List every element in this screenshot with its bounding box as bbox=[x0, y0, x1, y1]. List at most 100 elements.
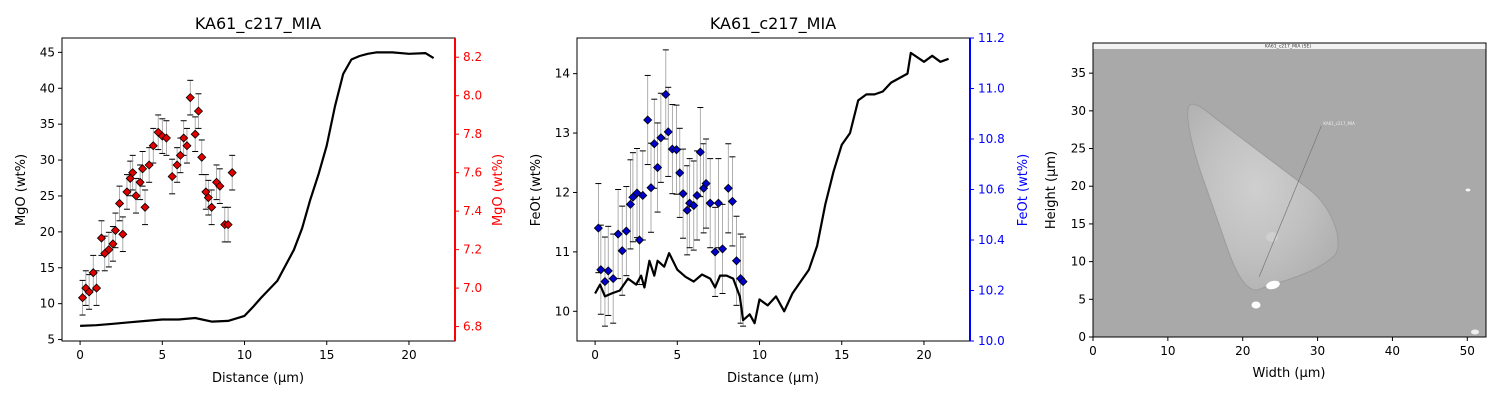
x-tick-label: 5 bbox=[673, 348, 681, 362]
plot-frame bbox=[61, 37, 456, 342]
data-point bbox=[135, 177, 145, 187]
y-tick-label: 10 bbox=[1071, 255, 1086, 269]
data-point bbox=[77, 293, 88, 303]
x-axis-label: Width (µm) bbox=[1253, 366, 1326, 381]
x-tick-label: 10 bbox=[1160, 344, 1175, 358]
data-point bbox=[678, 189, 688, 199]
x-axis-label: Distance (µm) bbox=[212, 371, 304, 386]
data-point bbox=[701, 178, 711, 189]
data-point bbox=[675, 168, 685, 178]
y-tick-label: 10 bbox=[40, 297, 55, 311]
data-point bbox=[649, 139, 659, 149]
y-tick-label: 30 bbox=[1071, 104, 1086, 118]
bright-spot bbox=[1251, 301, 1261, 309]
data-point bbox=[727, 196, 737, 206]
data-point bbox=[593, 223, 603, 233]
x-tick-label: 15 bbox=[834, 348, 849, 362]
y-right-tick-label: 10.4 bbox=[978, 233, 1005, 247]
data-point bbox=[125, 173, 135, 184]
melt-inclusion-shape bbox=[1187, 103, 1339, 291]
data-point bbox=[661, 89, 671, 100]
data-point bbox=[179, 133, 189, 143]
data-point bbox=[84, 287, 94, 297]
y-tick-label: 15 bbox=[40, 261, 55, 275]
x-tick-label: 20 bbox=[401, 348, 416, 362]
data-point bbox=[190, 129, 200, 139]
panel-sem-image: KA61_c217_MIA (SE) KA61_c217_MIA 0 10 20 30… bbox=[1044, 42, 1487, 381]
sem-image: KA61_c217_MIA (SE) KA61_c217_MIA bbox=[1093, 43, 1486, 337]
y-tick-label: 20 bbox=[1071, 179, 1086, 193]
y-tick-label: 20 bbox=[40, 225, 55, 239]
data-point bbox=[172, 160, 182, 170]
x-tick-label: 15 bbox=[319, 348, 334, 362]
y-right-tick-label: 8.0 bbox=[463, 89, 482, 103]
y-right-tick-label: 7.6 bbox=[463, 166, 482, 180]
data-point bbox=[193, 106, 204, 116]
data-point bbox=[634, 235, 645, 245]
data-point bbox=[131, 191, 141, 201]
y-tick-label: 13 bbox=[555, 126, 570, 140]
y-tick-label: 25 bbox=[40, 189, 55, 203]
data-point bbox=[175, 150, 185, 160]
y-tick-label: 10 bbox=[555, 304, 570, 318]
y-tick-label: 15 bbox=[1071, 217, 1086, 231]
plot-frame bbox=[576, 37, 971, 342]
y-tick-label: 40 bbox=[40, 81, 55, 95]
data-point bbox=[692, 190, 702, 201]
data-point bbox=[108, 239, 118, 249]
data-point bbox=[144, 160, 154, 170]
data-point bbox=[625, 199, 636, 209]
grain-shadow bbox=[1266, 232, 1278, 242]
data-point bbox=[608, 274, 618, 284]
x-tick-label: 50 bbox=[1460, 344, 1475, 358]
data-point bbox=[682, 205, 692, 215]
data-point bbox=[104, 245, 114, 255]
data-point bbox=[613, 229, 623, 239]
data-point bbox=[603, 266, 613, 276]
x-axis-label: Distance (µm) bbox=[727, 371, 819, 386]
y-axis-label-right: FeOt (wt%) bbox=[1016, 154, 1031, 226]
data-point bbox=[122, 187, 132, 197]
data-point bbox=[663, 127, 673, 137]
y-axis-label: MgO (wt%) bbox=[14, 154, 29, 226]
y-tick-label: 35 bbox=[40, 117, 55, 131]
y-tick-label: 5 bbox=[1078, 292, 1086, 306]
data-point bbox=[161, 133, 171, 143]
data-point bbox=[710, 247, 720, 257]
data-point bbox=[114, 198, 125, 209]
y-axis-label-right: MgO (wt%) bbox=[491, 154, 506, 226]
y-right-tick-label: 7.2 bbox=[463, 243, 482, 257]
data-point bbox=[88, 268, 98, 278]
y-axis-label: Height (µm) bbox=[1044, 151, 1059, 229]
plot-frame bbox=[1092, 42, 1487, 338]
trace-line-label: KA61_c217_MIA bbox=[1323, 121, 1355, 126]
data-point bbox=[713, 198, 723, 208]
data-point bbox=[203, 193, 213, 203]
y-right-tick-label: 6.8 bbox=[463, 320, 482, 334]
bright-spot bbox=[1471, 329, 1479, 335]
y-right-tick-label: 8.2 bbox=[463, 50, 482, 64]
bright-spot bbox=[1266, 280, 1280, 290]
x-tick-label: 10 bbox=[237, 348, 252, 362]
sem-caption: KA61_c217_MIA (SE) bbox=[1265, 44, 1311, 50]
y-tick-label: 0 bbox=[1078, 330, 1086, 344]
x-tick-label: 0 bbox=[1089, 344, 1097, 358]
data-point bbox=[96, 233, 107, 243]
data-point bbox=[185, 93, 195, 103]
data-point bbox=[705, 198, 715, 208]
data-point bbox=[110, 225, 121, 235]
data-point bbox=[653, 162, 663, 173]
y-right-tick-label: 7.8 bbox=[463, 127, 482, 141]
data-point bbox=[685, 198, 695, 208]
profile-line bbox=[80, 51, 435, 327]
data-point bbox=[138, 164, 148, 174]
y-right-tick-label: 10.8 bbox=[978, 132, 1005, 146]
y-right-tick-label: 10.6 bbox=[978, 183, 1005, 197]
data-point bbox=[128, 168, 138, 178]
x-tick-label: 20 bbox=[916, 348, 931, 362]
data-point bbox=[689, 200, 699, 211]
data-point bbox=[617, 246, 627, 256]
data-point bbox=[723, 183, 733, 193]
y-tick-label: 30 bbox=[40, 153, 55, 167]
